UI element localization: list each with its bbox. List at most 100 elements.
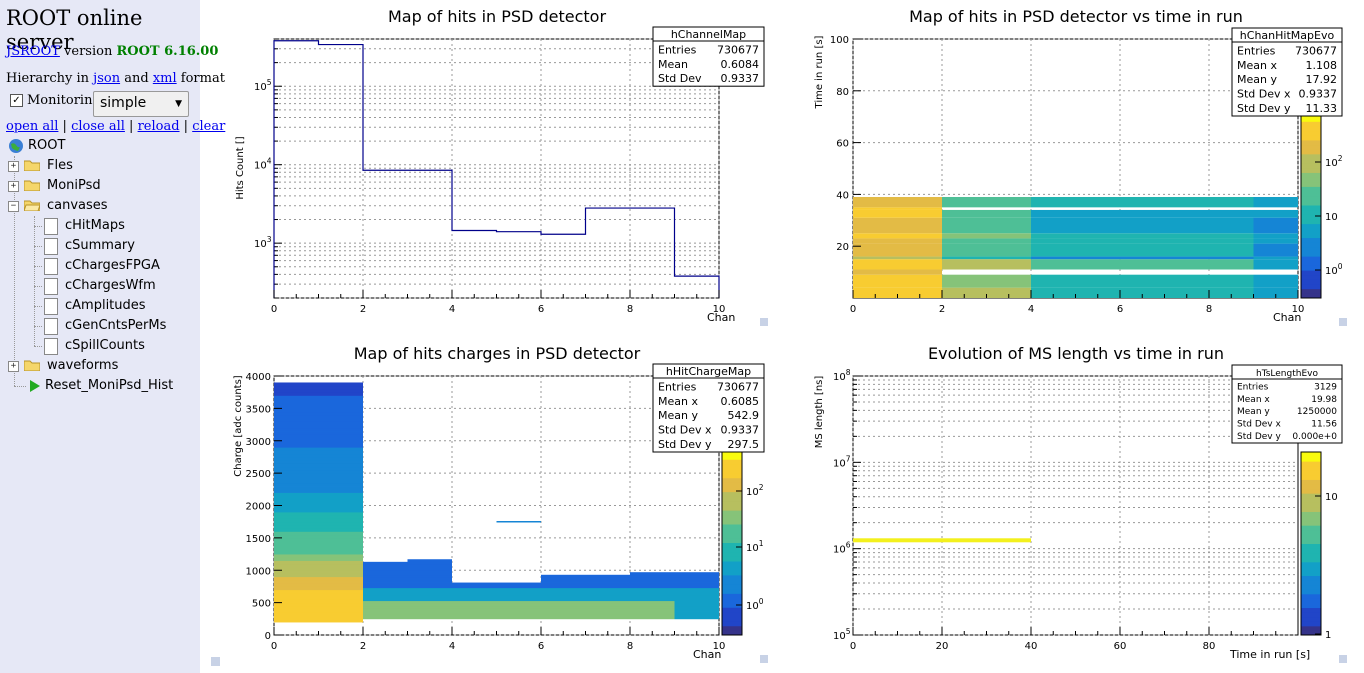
heatmap-cell	[585, 613, 630, 617]
palette-cell	[722, 491, 742, 497]
heatmap-cell	[274, 544, 319, 548]
heatmap-cell	[585, 595, 630, 599]
canvas-icon	[44, 218, 58, 235]
heatmap-cell	[1253, 287, 1298, 298]
stats-box: hChannelMap Entries 730677 Mean 0.6084 Std De…	[652, 26, 765, 87]
y-tick-label: 105	[833, 627, 851, 642]
expand-plus-icon[interactable]: +	[8, 361, 19, 372]
y-axis-label: Hits Count []	[235, 136, 246, 199]
pad-resize-handle[interactable]	[1339, 655, 1347, 663]
collapse-minus-icon[interactable]: −	[8, 201, 19, 212]
heatmap-cell	[363, 567, 408, 571]
heatmap-cell	[274, 596, 319, 600]
hierarchy-prefix: Hierarchy in	[6, 71, 90, 86]
heatmap-cell	[585, 608, 630, 612]
heatmap-cell	[407, 559, 452, 563]
heatmap-cell	[318, 515, 363, 519]
stats-title: hChanHitMapEvo	[1240, 29, 1335, 42]
y-tick-label: 2500	[246, 469, 271, 480]
stats-value: 0.000e+0	[1292, 432, 1337, 442]
palette-cell	[1301, 534, 1321, 540]
heatmap-cell	[407, 561, 452, 565]
heatmap-cell	[1253, 196, 1298, 208]
heatmap-cell	[407, 616, 452, 620]
pad-resize-handle[interactable]	[760, 655, 768, 663]
hit-map-plot: Map of hits in PSD detector 0 2 4 6 8 10 103 104…	[235, 7, 765, 324]
expand-plus-icon[interactable]: +	[8, 181, 19, 192]
version-word: version	[64, 44, 113, 59]
y-tick-label: 108	[833, 368, 851, 383]
palette-cell	[722, 524, 742, 530]
heatmap-cell	[942, 243, 1031, 257]
reload-link[interactable]: reload	[137, 119, 180, 134]
palette-cell	[1301, 479, 1321, 485]
stats-box-frame	[652, 26, 765, 87]
close-all-link[interactable]: close all	[71, 119, 125, 134]
pad-resize-handle[interactable]	[760, 318, 768, 326]
heatmap-cell	[942, 259, 1031, 270]
heatmap-cell	[407, 613, 452, 617]
palette-cell	[1301, 543, 1321, 549]
heatmap-cell	[318, 447, 363, 451]
heatmap-cell	[452, 600, 497, 604]
heatmap-cell	[318, 579, 363, 584]
tree-label: waveforms	[47, 358, 119, 373]
palette-cell	[1301, 260, 1321, 266]
heatmap-cell	[363, 561, 408, 565]
heatmap-cell	[274, 385, 319, 390]
tree-label: canvases	[47, 198, 108, 213]
caret-down-icon: ▼	[175, 99, 182, 109]
x-tick-label: 80	[1203, 641, 1216, 652]
xml-link[interactable]: xml	[152, 71, 177, 86]
jsroot-link[interactable]: JSROOT	[6, 44, 60, 59]
palette-cell	[1301, 529, 1321, 535]
monitoring-checkbox[interactable]: ✓	[10, 94, 23, 107]
heatmap-cell	[274, 550, 319, 555]
heatmap-cell	[1253, 217, 1298, 234]
stats-value: 730677	[1295, 44, 1337, 57]
expand-plus-icon[interactable]: +	[8, 161, 19, 172]
heatmap-cell	[674, 592, 719, 596]
palette-cell	[1301, 456, 1321, 462]
heatmap-cell	[1031, 259, 1254, 270]
heatmap-cell	[318, 537, 363, 542]
z-tick-label: 100	[1325, 262, 1343, 277]
heatmap-cell	[674, 595, 719, 599]
palette-cell	[722, 570, 742, 576]
heatmap-cell	[1031, 217, 1254, 234]
heatmap-cell	[318, 427, 363, 432]
tree-label: MoniPsd	[47, 178, 101, 193]
heatmap-cell	[318, 443, 363, 448]
heatmap-cell	[541, 611, 586, 615]
heatmap-cell	[274, 440, 319, 445]
heatmap-cell	[274, 418, 319, 422]
clear-link[interactable]: clear	[192, 119, 226, 134]
heatmap-cell	[585, 587, 630, 591]
palette-cell	[1301, 181, 1321, 187]
pad-resize-handle[interactable]	[1339, 318, 1347, 326]
heatmap-cell	[496, 605, 541, 609]
heatmap-cell	[318, 541, 363, 545]
heatmap-cell	[630, 600, 675, 604]
heatmap-cell	[274, 382, 319, 387]
heatmap-cell	[318, 567, 363, 571]
open-all-link[interactable]: open all	[6, 119, 59, 134]
heatmap-cell	[363, 603, 408, 607]
heatmap-cell	[407, 572, 452, 576]
x-tick-label: 4	[449, 641, 455, 652]
heatmap-cell	[318, 583, 363, 587]
layout-select[interactable]: simple ▼	[93, 91, 189, 117]
json-link[interactable]: json	[93, 71, 121, 86]
heatmap-cell	[318, 563, 363, 568]
heatmap-cell	[318, 398, 363, 403]
heatmap-cell	[318, 499, 363, 503]
heatmap-cell	[496, 600, 541, 604]
palette-cell	[1301, 153, 1321, 159]
y-axis-label: Time in run [s]	[814, 35, 825, 109]
heatmap-cell	[1031, 209, 1254, 218]
heatmap-cell	[496, 585, 541, 589]
histogram-line	[273, 40, 720, 298]
tree-actions: open all | close all | reload | clear	[6, 119, 226, 134]
resize-handle[interactable]	[211, 657, 220, 666]
heatmap-cell	[1253, 259, 1298, 270]
